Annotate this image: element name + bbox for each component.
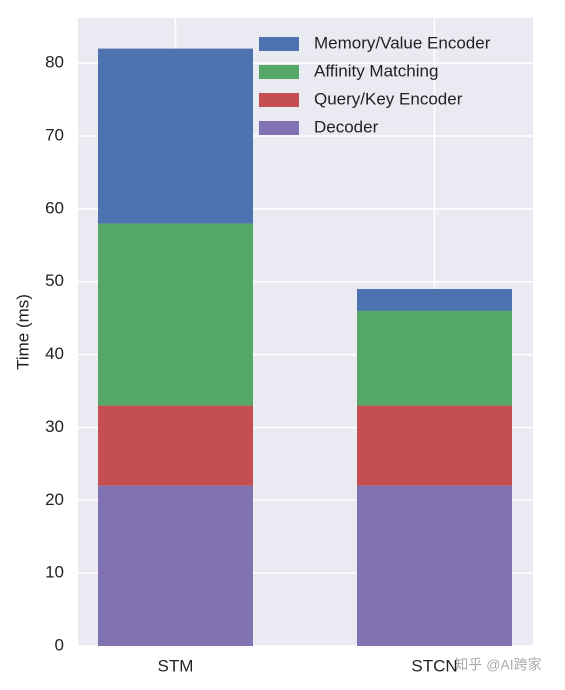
y-axis-label: Time (ms): [13, 294, 32, 370]
bar-segment: [98, 485, 253, 646]
legend-label: Affinity Matching: [314, 61, 438, 80]
legend-label: Query/Key Encoder: [314, 89, 463, 108]
y-tick-label: 80: [45, 53, 64, 72]
legend-swatch: [259, 37, 299, 51]
y-tick-label: 0: [55, 635, 64, 654]
y-tick-label: 60: [45, 198, 64, 217]
x-tick-label: STCN: [411, 656, 457, 675]
bar-segment: [357, 485, 512, 646]
legend-swatch: [259, 121, 299, 135]
bar-segment: [357, 289, 512, 311]
legend-swatch: [259, 93, 299, 107]
bar-segment: [98, 223, 253, 406]
y-tick-label: 40: [45, 344, 64, 363]
y-tick-label: 20: [45, 490, 64, 509]
y-tick-label: 30: [45, 417, 64, 436]
bar-segment: [357, 310, 512, 406]
bar-segment: [357, 405, 512, 486]
y-tick-label: 70: [45, 126, 64, 145]
legend-label: Decoder: [314, 117, 379, 136]
legend-swatch: [259, 65, 299, 79]
y-tick-label: 50: [45, 271, 64, 290]
bar-segment: [98, 48, 253, 224]
bar-segment: [98, 405, 253, 486]
y-tick-label: 10: [45, 563, 64, 582]
watermark: 知乎 @AI跨家: [454, 657, 541, 673]
legend-label: Memory/Value Encoder: [314, 33, 491, 52]
x-tick-label: STM: [158, 656, 194, 675]
